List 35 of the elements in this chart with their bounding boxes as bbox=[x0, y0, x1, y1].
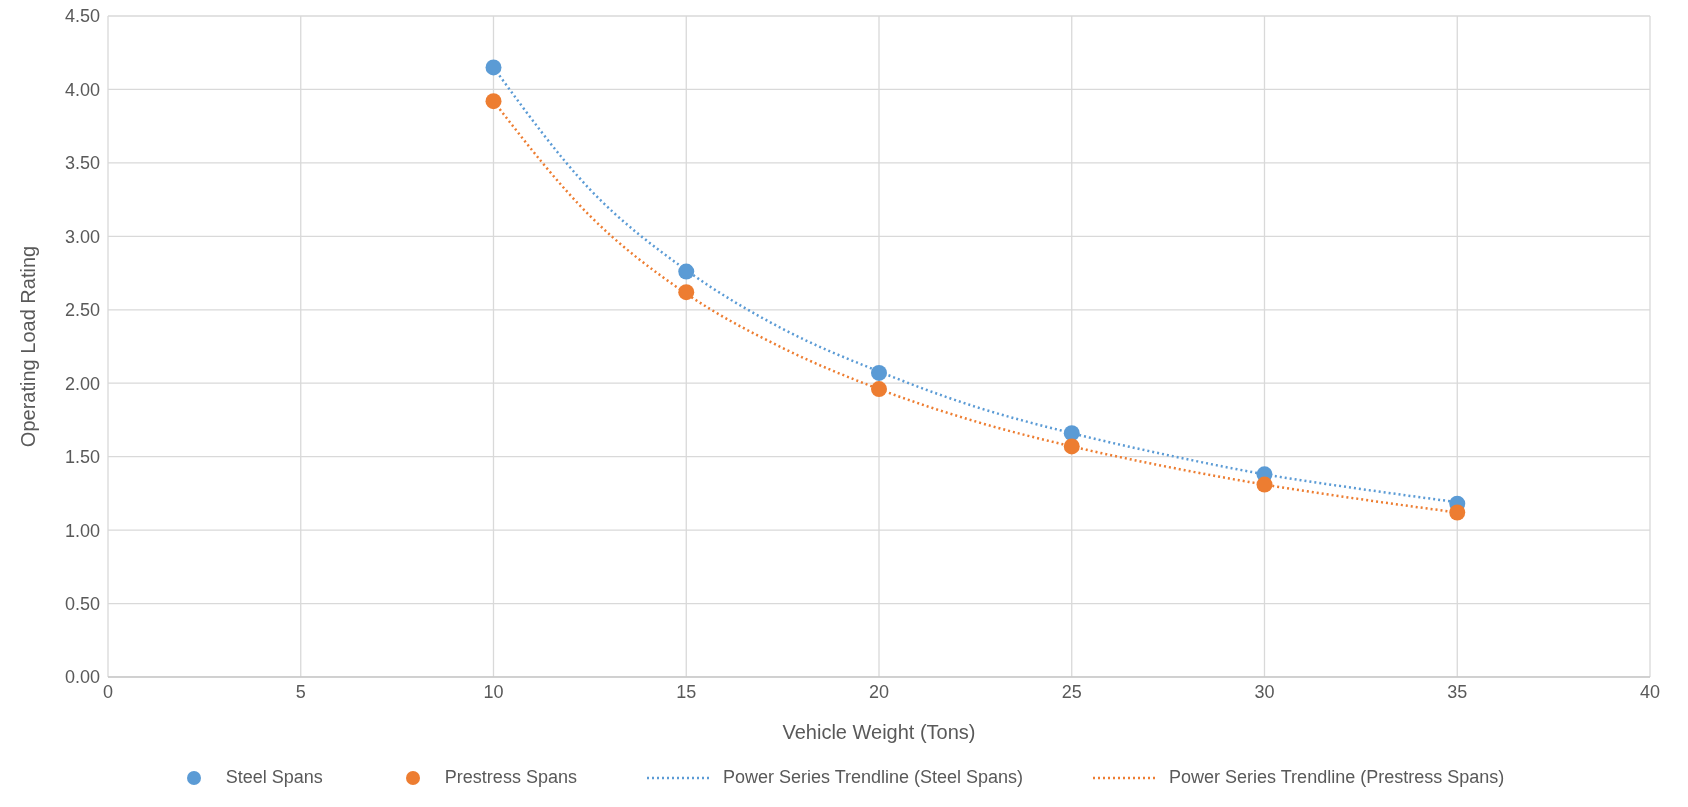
y-tick-label: 2.50 bbox=[64, 300, 100, 321]
x-tick-label: 30 bbox=[1254, 681, 1275, 702]
y-tick-label: 0.00 bbox=[64, 667, 100, 688]
y-tick-label: 4.50 bbox=[64, 6, 100, 27]
y-tick-label: 2.00 bbox=[64, 373, 100, 394]
point bbox=[1449, 504, 1466, 521]
point bbox=[1063, 438, 1080, 455]
point bbox=[485, 93, 502, 110]
point bbox=[485, 59, 502, 76]
x-tick-label: 20 bbox=[868, 681, 890, 702]
point bbox=[1063, 425, 1080, 442]
legend-label: Steel Spans bbox=[225, 767, 323, 788]
x-tick-label: 40 bbox=[1639, 681, 1661, 702]
point bbox=[871, 381, 887, 398]
y-tick-label: 4.00 bbox=[64, 79, 100, 100]
point bbox=[871, 364, 887, 381]
y-tick-label: 3.00 bbox=[64, 226, 100, 247]
point bbox=[1256, 476, 1273, 493]
x-tick-label: 5 bbox=[295, 681, 306, 702]
y-axis-title: Operating Load Rating bbox=[17, 245, 40, 448]
x-tick-label: 35 bbox=[1447, 681, 1468, 702]
legend-label: Prestress Spans bbox=[444, 767, 577, 788]
x-tick-label: 25 bbox=[1061, 681, 1082, 702]
x-tick-label: 10 bbox=[483, 681, 504, 702]
x-tick-label: 15 bbox=[676, 681, 697, 702]
y-tick-label: 3.50 bbox=[64, 153, 100, 174]
y-tick-label: 1.50 bbox=[64, 447, 100, 468]
point bbox=[678, 284, 695, 301]
x-axis-title: Vehicle Weight (Tons) bbox=[782, 721, 976, 743]
y-tick-label: 1.00 bbox=[64, 520, 100, 541]
y-tick-label: 0.50 bbox=[64, 593, 100, 614]
x-tick-label: 0 bbox=[102, 681, 114, 702]
legend-label: Power Series Trendline (Steel Spans) bbox=[722, 767, 1024, 788]
legend-label: Power Series Trendline (Prestress Spans) bbox=[1169, 767, 1505, 788]
point bbox=[678, 263, 695, 280]
